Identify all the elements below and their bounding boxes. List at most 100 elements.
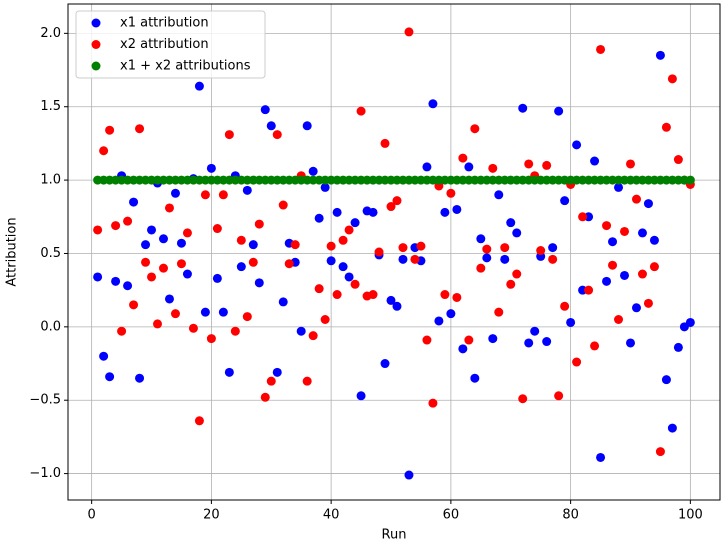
- point: [608, 260, 618, 270]
- point: [212, 273, 222, 283]
- point: [170, 309, 180, 319]
- point: [452, 204, 462, 214]
- point: [302, 376, 312, 386]
- point: [602, 276, 612, 286]
- point: [488, 163, 498, 173]
- legend-label: x1 + x2 attributions: [120, 59, 251, 74]
- point: [284, 259, 294, 269]
- point: [661, 375, 671, 385]
- point: [266, 121, 276, 131]
- x-axis-label: Run: [382, 528, 407, 543]
- x-tick-label: 60: [443, 508, 460, 523]
- point: [129, 300, 139, 310]
- point: [608, 237, 618, 247]
- point: [260, 105, 270, 115]
- point: [344, 225, 354, 235]
- point: [625, 159, 635, 169]
- point: [206, 163, 216, 173]
- point: [530, 326, 540, 336]
- y-tick-label: 1.5: [40, 99, 61, 114]
- point: [655, 447, 665, 457]
- point: [620, 270, 630, 280]
- point: [643, 199, 653, 209]
- point: [631, 194, 641, 204]
- legend-box: [75, 10, 266, 79]
- point: [141, 240, 151, 250]
- point: [440, 207, 450, 217]
- point: [147, 225, 157, 235]
- point: [506, 279, 516, 289]
- point: [542, 337, 552, 347]
- point: [661, 122, 671, 132]
- point: [338, 262, 348, 272]
- point: [290, 240, 300, 250]
- point: [482, 244, 492, 254]
- x-tick-label: 40: [323, 508, 340, 523]
- point: [206, 334, 216, 344]
- point: [200, 190, 210, 200]
- point: [218, 190, 228, 200]
- point: [123, 281, 133, 291]
- point: [542, 160, 552, 170]
- point: [673, 342, 683, 352]
- point: [230, 326, 240, 336]
- x-tick-label: 0: [88, 508, 96, 523]
- point: [194, 81, 204, 91]
- point: [254, 278, 264, 288]
- point: [296, 326, 306, 336]
- point: [93, 272, 103, 282]
- point: [470, 373, 480, 383]
- point: [524, 338, 534, 348]
- point: [488, 334, 498, 344]
- point: [164, 203, 174, 213]
- point: [188, 323, 198, 333]
- point: [667, 423, 677, 433]
- y-tick-label: 0.5: [40, 246, 61, 261]
- point: [494, 190, 504, 200]
- point: [614, 315, 624, 325]
- point: [625, 338, 635, 348]
- point: [332, 207, 342, 217]
- point: [596, 452, 606, 462]
- point: [446, 188, 456, 198]
- point: [170, 188, 180, 198]
- point: [272, 130, 282, 140]
- point: [182, 228, 192, 238]
- point: [685, 317, 695, 327]
- point: [470, 124, 480, 134]
- point: [614, 182, 624, 192]
- point: [158, 263, 168, 273]
- point: [314, 213, 324, 223]
- point: [590, 341, 600, 351]
- point: [464, 335, 474, 345]
- point: [512, 228, 522, 238]
- point: [153, 319, 163, 329]
- point: [566, 317, 576, 327]
- point: [422, 335, 432, 345]
- point: [500, 254, 510, 264]
- point: [111, 221, 121, 231]
- point: [572, 357, 582, 367]
- point: [224, 367, 234, 377]
- point: [422, 162, 432, 172]
- point: [524, 159, 534, 169]
- point: [548, 243, 558, 253]
- point: [548, 254, 558, 264]
- point: [212, 224, 222, 234]
- point: [314, 284, 324, 294]
- point: [272, 367, 282, 377]
- point: [326, 241, 336, 251]
- legend-marker: [91, 40, 101, 49]
- x-tick-label: 80: [562, 508, 579, 523]
- point: [386, 202, 396, 212]
- point: [452, 292, 462, 302]
- point: [254, 219, 264, 229]
- point: [374, 247, 384, 257]
- point: [105, 372, 115, 382]
- point: [135, 124, 145, 134]
- y-tick-label: −1.0: [29, 466, 61, 481]
- point: [105, 125, 115, 135]
- point: [494, 307, 504, 317]
- point: [476, 263, 486, 273]
